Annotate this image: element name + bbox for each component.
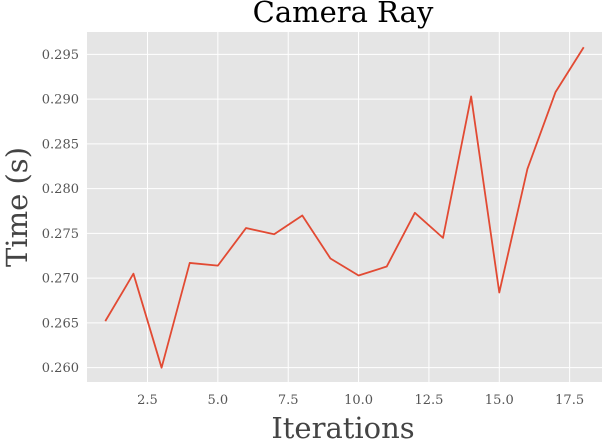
series-line-time [104, 46, 585, 369]
y-tick-label: 0.275 [42, 227, 79, 242]
y-tick-label: 0.290 [42, 93, 79, 108]
y-tick-label: 0.285 [42, 137, 79, 152]
y-tick-label: 0.280 [42, 182, 79, 197]
x-tick-label: 5.0 [208, 393, 229, 408]
x-tick-label: 15.0 [485, 393, 514, 408]
x-tick-label: 17.5 [555, 393, 584, 408]
x-tick-label: 12.5 [414, 393, 443, 408]
x-tick-label: 10.0 [344, 393, 373, 408]
grid-lines [87, 32, 602, 382]
y-tick-labels: 0.260 0.265 0.270 0.275 0.280 0.285 0.290 0.295 [42, 48, 79, 376]
y-axis-label: Time (s) [0, 147, 34, 267]
y-tick-label: 0.265 [42, 316, 79, 331]
x-tick-label: 7.5 [278, 393, 299, 408]
chart-title: Camera Ray [253, 0, 434, 29]
y-tick-label: 0.295 [42, 48, 79, 63]
x-tick-labels: 2.5 5.0 7.5 10.0 12.5 15.0 17.5 [137, 393, 584, 408]
x-axis-label: Iterations [271, 411, 414, 444]
x-tick-label: 2.5 [137, 393, 158, 408]
plot-area [87, 32, 602, 382]
y-tick-label: 0.260 [42, 361, 79, 376]
y-tick-label: 0.270 [42, 272, 79, 287]
